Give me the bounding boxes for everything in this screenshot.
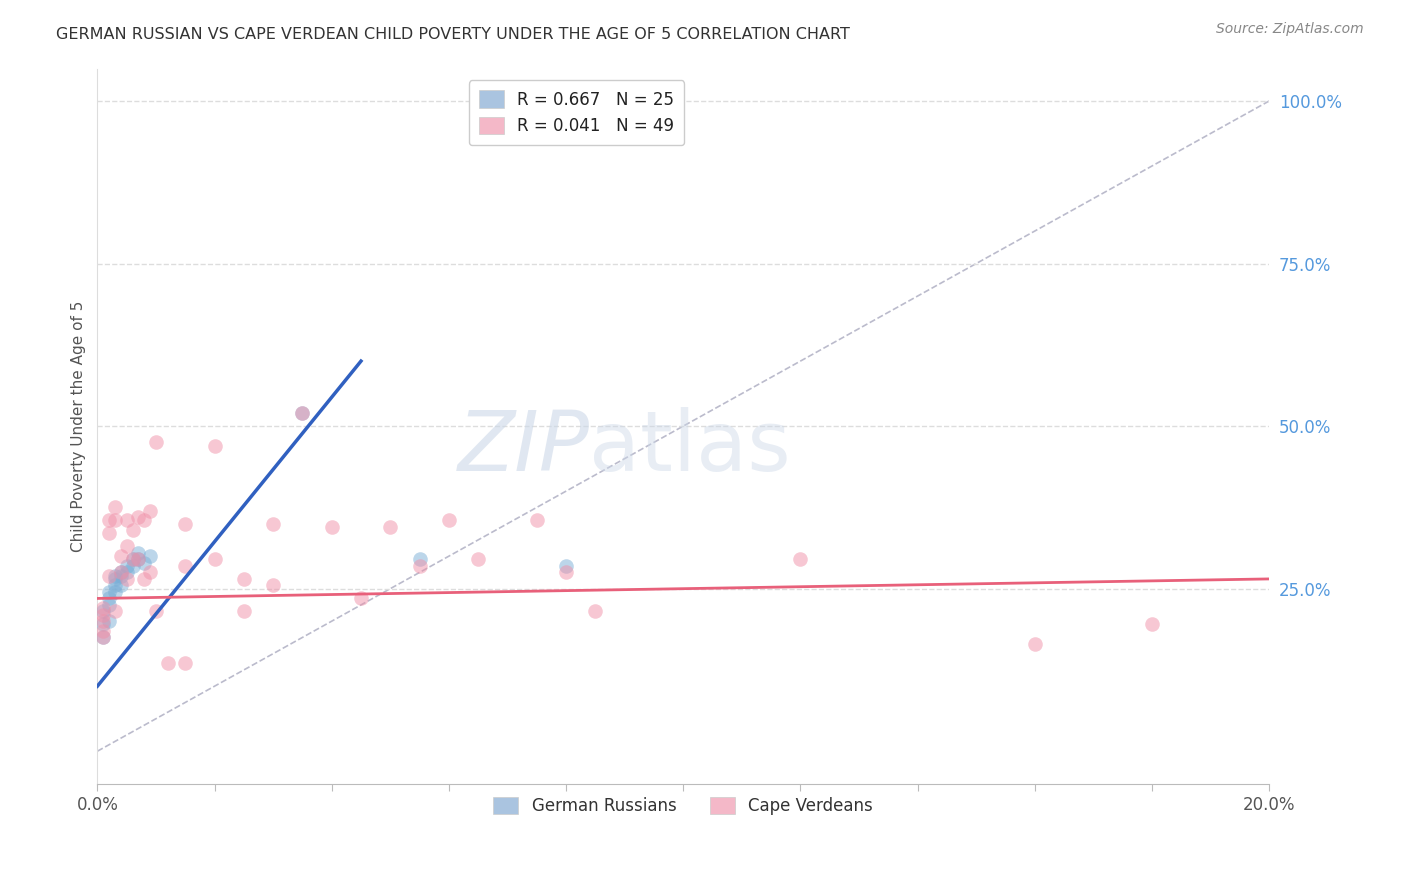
Point — [115, 558, 138, 573]
Point — [115, 540, 138, 554]
Point — [91, 601, 114, 615]
Point — [174, 558, 197, 573]
Point — [555, 558, 578, 573]
Point — [121, 558, 143, 573]
Point — [91, 607, 114, 622]
Point — [1140, 617, 1163, 632]
Point — [121, 523, 143, 537]
Point — [232, 604, 254, 618]
Point — [115, 513, 138, 527]
Point — [98, 568, 121, 582]
Point — [115, 572, 138, 586]
Point — [104, 585, 127, 599]
Text: ZIP: ZIP — [457, 407, 589, 488]
Text: GERMAN RUSSIAN VS CAPE VERDEAN CHILD POVERTY UNDER THE AGE OF 5 CORRELATION CHAR: GERMAN RUSSIAN VS CAPE VERDEAN CHILD POV… — [56, 27, 851, 42]
Legend: German Russians, Cape Verdeans: German Russians, Cape Verdeans — [484, 788, 883, 825]
Point — [408, 558, 430, 573]
Point — [350, 591, 373, 606]
Point — [98, 526, 121, 541]
Point — [139, 566, 162, 580]
Point — [134, 572, 156, 586]
Point — [127, 552, 149, 566]
Point — [91, 624, 114, 638]
Point — [134, 556, 156, 570]
Point — [555, 566, 578, 580]
Point — [104, 572, 127, 586]
Point — [104, 604, 127, 618]
Point — [91, 617, 114, 632]
Point — [98, 614, 121, 628]
Point — [98, 591, 121, 606]
Point — [110, 549, 132, 564]
Point — [110, 566, 132, 580]
Point — [262, 516, 284, 531]
Point — [91, 604, 114, 618]
Point — [115, 566, 138, 580]
Point — [526, 513, 548, 527]
Point — [145, 604, 167, 618]
Point — [104, 500, 127, 515]
Point — [139, 503, 162, 517]
Point — [121, 552, 143, 566]
Point — [174, 657, 197, 671]
Point — [104, 568, 127, 582]
Point — [232, 572, 254, 586]
Point — [98, 513, 121, 527]
Point — [121, 552, 143, 566]
Point — [127, 552, 149, 566]
Point — [583, 604, 606, 618]
Point — [408, 552, 430, 566]
Point — [262, 578, 284, 592]
Point — [104, 513, 127, 527]
Y-axis label: Child Poverty Under the Age of 5: Child Poverty Under the Age of 5 — [72, 301, 86, 552]
Point — [204, 552, 226, 566]
Point — [174, 516, 197, 531]
Point — [98, 585, 121, 599]
Text: atlas: atlas — [589, 407, 792, 488]
Point — [127, 546, 149, 560]
Point — [204, 439, 226, 453]
Point — [321, 520, 343, 534]
Point — [91, 614, 114, 628]
Point — [104, 578, 127, 592]
Point — [291, 406, 314, 420]
Point — [98, 598, 121, 612]
Point — [467, 552, 489, 566]
Point — [789, 552, 811, 566]
Point — [139, 549, 162, 564]
Point — [134, 513, 156, 527]
Point — [1024, 637, 1046, 651]
Point — [110, 568, 132, 582]
Point — [110, 578, 132, 592]
Point — [437, 513, 460, 527]
Point — [291, 406, 314, 420]
Point — [91, 631, 114, 645]
Point — [110, 566, 132, 580]
Point — [380, 520, 402, 534]
Point — [91, 631, 114, 645]
Point — [156, 657, 179, 671]
Point — [127, 510, 149, 524]
Text: Source: ZipAtlas.com: Source: ZipAtlas.com — [1216, 22, 1364, 37]
Point — [145, 435, 167, 450]
